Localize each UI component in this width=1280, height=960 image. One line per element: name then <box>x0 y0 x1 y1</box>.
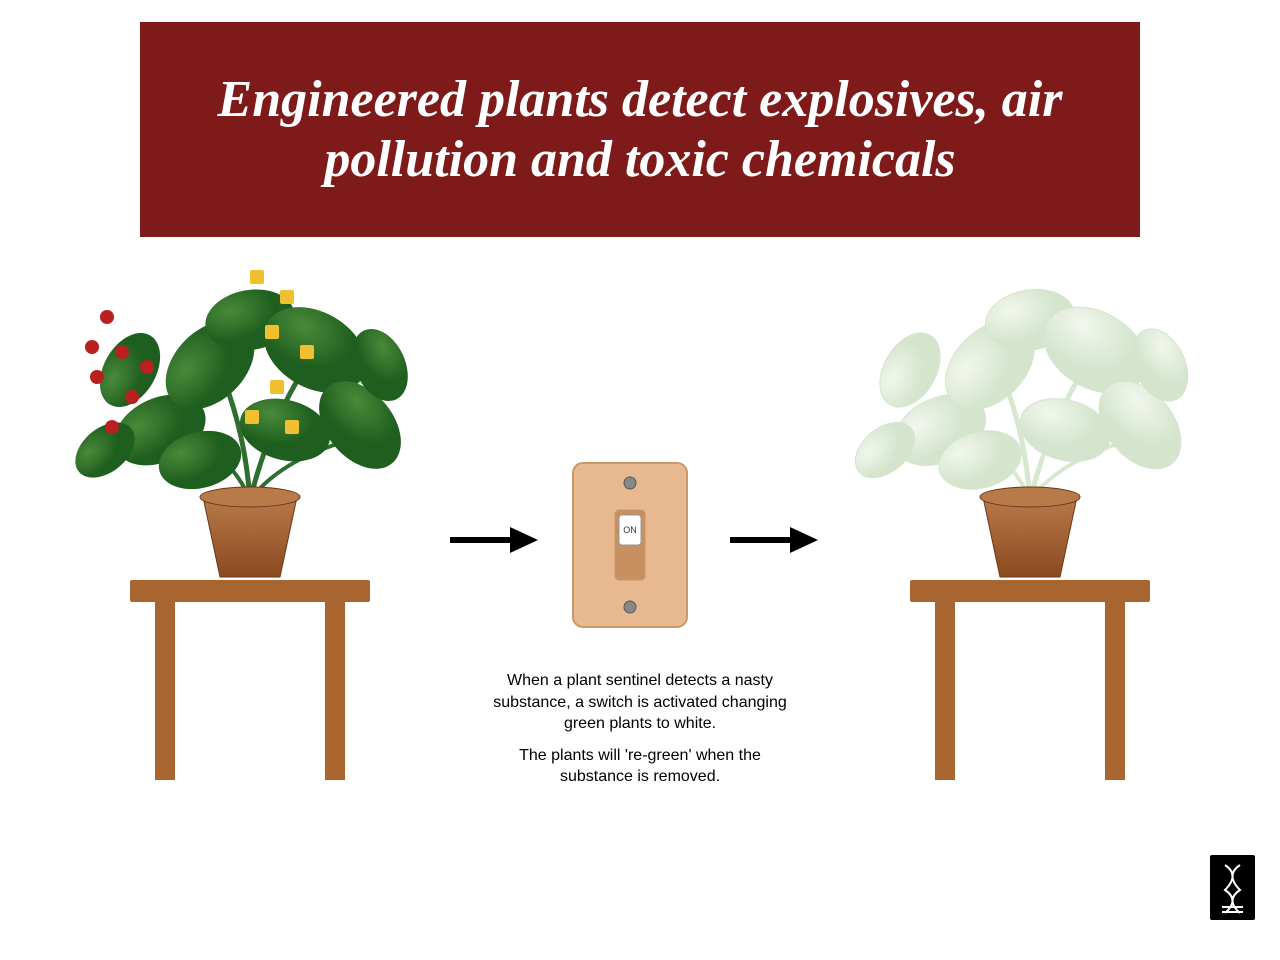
table-leg <box>325 600 345 780</box>
table-leg <box>935 600 955 780</box>
table-right <box>910 580 1150 780</box>
particle-yellow <box>300 345 314 359</box>
caption-line-2: The plants will 're-green' when the subs… <box>490 745 790 788</box>
table-leg <box>155 600 175 780</box>
table-leg <box>1105 600 1125 780</box>
particle-red <box>140 360 154 374</box>
caption: When a plant sentinel detects a nasty su… <box>490 670 790 798</box>
diagram-container: ON <box>60 280 1220 820</box>
switch-icon: ON <box>565 455 695 635</box>
table-left <box>130 580 370 780</box>
particle-red <box>115 345 129 359</box>
arrow-icon <box>730 525 820 555</box>
logo-icon <box>1210 855 1255 920</box>
arrow-icon <box>450 525 540 555</box>
particle-red <box>100 310 114 324</box>
particle-yellow <box>285 420 299 434</box>
caption-line-1: When a plant sentinel detects a nasty su… <box>490 670 790 735</box>
particle-yellow <box>280 290 294 304</box>
pot-left <box>195 485 305 580</box>
plant-white <box>840 280 1220 780</box>
leaves-green <box>70 250 430 510</box>
particle-yellow <box>245 410 259 424</box>
leaves-white <box>850 250 1210 510</box>
pot-right <box>975 485 1085 580</box>
particle-yellow <box>265 325 279 339</box>
table-top <box>910 580 1150 602</box>
plant-green <box>60 280 440 780</box>
table-top <box>130 580 370 602</box>
title-text: Engineered plants detect explosives, air… <box>170 70 1110 190</box>
particle-yellow <box>250 270 264 284</box>
particle-red <box>90 370 104 384</box>
title-banner: Engineered plants detect explosives, air… <box>140 22 1140 237</box>
particle-red <box>85 340 99 354</box>
switch-label: ON <box>623 525 637 535</box>
particle-red <box>105 420 119 434</box>
particle-red <box>125 390 139 404</box>
particle-yellow <box>270 380 284 394</box>
